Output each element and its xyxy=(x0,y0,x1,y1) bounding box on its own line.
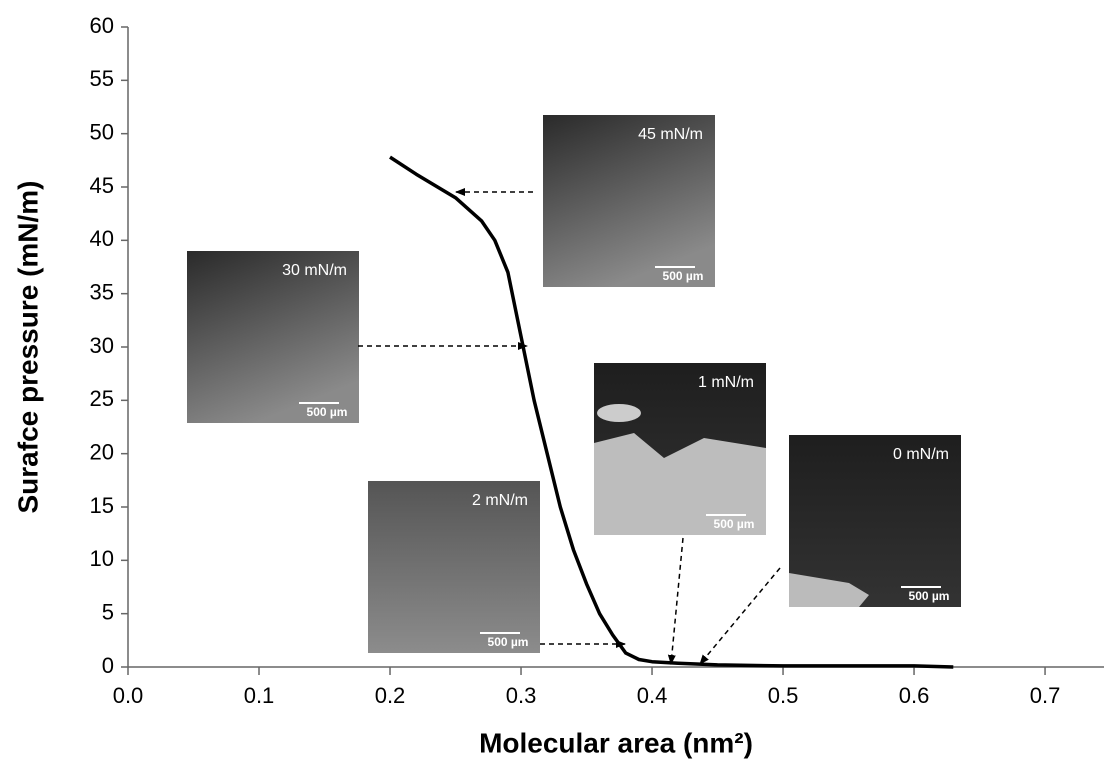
arrows xyxy=(358,188,781,665)
inset-scale: 500 µm xyxy=(714,517,755,531)
arrow xyxy=(667,537,684,665)
inset-image xyxy=(543,115,715,287)
y-axis-title: Surafce pressure (mN/m) xyxy=(12,180,43,513)
inset-feature xyxy=(597,404,641,422)
y-tick-label: 15 xyxy=(90,493,114,518)
x-tick-label: 0.0 xyxy=(113,683,144,708)
inset-label: 1 mN/m xyxy=(698,374,754,391)
inset-image xyxy=(368,481,540,653)
y-tick-label: 20 xyxy=(90,439,114,464)
inset-image xyxy=(187,251,359,423)
inset-label: 30 mN/m xyxy=(282,262,347,279)
insets: 45 mN/m 500 µm 30 mN/m 500 µm 2 mN/m 500 µm 1 … xyxy=(187,115,961,653)
y-tick-label: 35 xyxy=(90,279,114,304)
x-tick-label: 0.4 xyxy=(637,683,668,708)
y-tick-label: 60 xyxy=(90,13,114,38)
inset-scale: 500 µm xyxy=(909,589,950,603)
y-tick-label: 10 xyxy=(90,546,114,571)
x-tick-label: 0.1 xyxy=(244,683,275,708)
x-tick-label: 0.6 xyxy=(899,683,930,708)
isotherm-line xyxy=(389,155,954,669)
inset-scale: 500 µm xyxy=(307,405,348,419)
inset-label: 2 mN/m xyxy=(472,492,528,509)
arrow xyxy=(699,567,781,665)
inset-scale: 500 µm xyxy=(488,635,529,649)
x-axis-title: Molecular area (nm²) xyxy=(479,727,753,758)
inset-label: 0 mN/m xyxy=(893,446,949,463)
y-tick-label: 45 xyxy=(90,173,114,198)
y-tick-label: 25 xyxy=(90,386,114,411)
y-tick-label: 40 xyxy=(90,226,114,251)
y-tick-label: 50 xyxy=(90,119,114,144)
y-tick-label: 30 xyxy=(90,333,114,358)
inset-label: 45 mN/m xyxy=(638,126,703,143)
y-tick-label: 5 xyxy=(102,599,114,624)
x-tick-label: 0.5 xyxy=(768,683,799,708)
x-tick-label: 0.3 xyxy=(506,683,537,708)
y-tick-label: 55 xyxy=(90,66,114,91)
x-tick-label: 0.2 xyxy=(375,683,406,708)
inset-feature xyxy=(789,573,869,607)
y-tick-label: 0 xyxy=(102,653,114,678)
inset-feature xyxy=(594,433,766,535)
inset-scale: 500 µm xyxy=(663,269,704,283)
x-tick-label: 0.7 xyxy=(1030,683,1061,708)
